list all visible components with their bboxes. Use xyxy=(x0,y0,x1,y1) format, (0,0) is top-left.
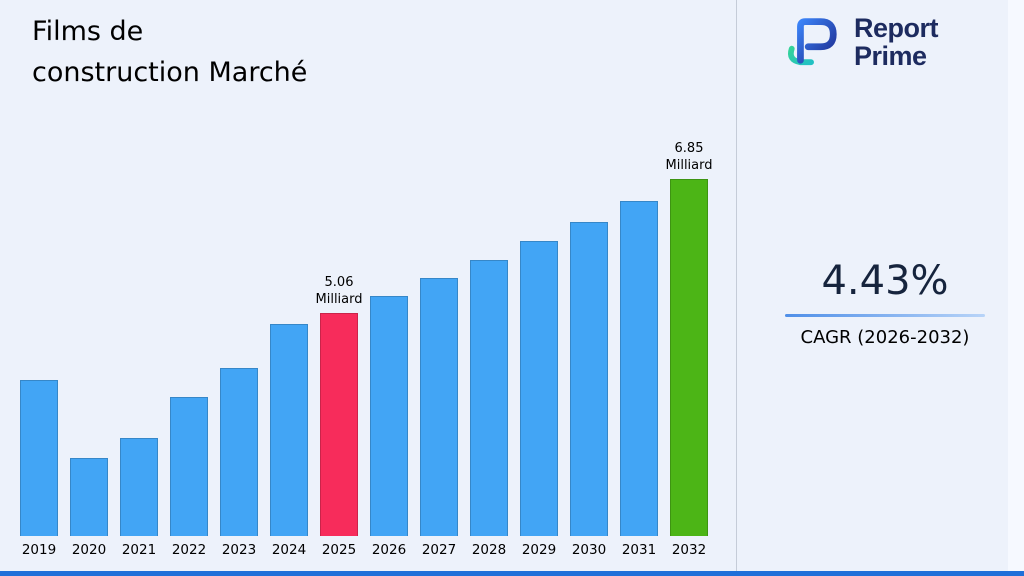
bottom-accent-strip xyxy=(0,571,1024,576)
x-tick-label-2025: 2025 xyxy=(321,542,357,558)
bar-2030 xyxy=(570,222,608,536)
x-tick-label-2032: 2032 xyxy=(671,542,707,558)
bar-column-2024: 2024 xyxy=(264,320,314,558)
brand-logo: Report Prime xyxy=(782,12,939,72)
report-prime-logo-icon xyxy=(782,12,844,72)
x-tick-label-2028: 2028 xyxy=(471,542,507,558)
bar-column-2031: 2031 xyxy=(614,197,664,558)
bar-column-2032: 6.85 Milliard 2032 xyxy=(664,141,714,558)
bar-column-2029: 2029 xyxy=(514,237,564,558)
bar-2020 xyxy=(70,458,108,536)
bar-column-2020: 2020 xyxy=(64,454,114,558)
bar-column-2026: 2026 xyxy=(364,292,414,558)
x-tick-label-2021: 2021 xyxy=(121,542,157,558)
cagr-underline xyxy=(785,314,985,317)
bar-column-2019: 2019 xyxy=(14,376,64,558)
vertical-divider xyxy=(736,0,737,576)
bar-2021 xyxy=(120,438,158,536)
cagr-label: CAGR (2026-2032) xyxy=(800,327,970,348)
x-tick-label-2024: 2024 xyxy=(271,542,307,558)
bar-column-2023: 2023 xyxy=(214,364,264,558)
x-tick-label-2031: 2031 xyxy=(621,542,657,558)
x-tick-label-2026: 2026 xyxy=(371,542,407,558)
bar-2022 xyxy=(170,397,208,536)
x-tick-label-2027: 2027 xyxy=(421,542,457,558)
bar-column-2025: 5.06 Milliard 2025 xyxy=(314,275,364,558)
bar-chart: 2019 2020 2021 2022 2023 2024 5.06 Milliard 202… xyxy=(14,141,714,558)
bar-2024 xyxy=(270,324,308,536)
bar-column-2022: 2022 xyxy=(164,393,214,558)
x-tick-label-2030: 2030 xyxy=(571,542,607,558)
cagr-value: 4.43% xyxy=(821,258,949,304)
bar-2023 xyxy=(220,368,258,536)
bar-column-2028: 2028 xyxy=(464,256,514,558)
bar-2026 xyxy=(370,296,408,536)
bar-column-2027: 2027 xyxy=(414,274,464,558)
x-tick-label-2022: 2022 xyxy=(171,542,207,558)
bar-2027 xyxy=(420,278,458,536)
brand-name: Report Prime xyxy=(854,12,939,71)
bar-2025 xyxy=(320,313,358,536)
chart-title: Films de construction Marché xyxy=(32,16,308,88)
bar-column-2021: 2021 xyxy=(114,434,164,558)
x-tick-label-2029: 2029 xyxy=(521,542,557,558)
bar-2028 xyxy=(470,260,508,536)
x-tick-label-2020: 2020 xyxy=(71,542,107,558)
brand-name-line2: Prime xyxy=(854,41,927,71)
bar-2029 xyxy=(520,241,558,536)
bar-value-label-2032: 6.85 Milliard xyxy=(665,141,713,174)
bar-2019 xyxy=(20,380,58,536)
bar-column-2030: 2030 xyxy=(564,218,614,558)
bar-2032 xyxy=(670,179,708,536)
cagr-block: 4.43% CAGR (2026-2032) xyxy=(760,258,1010,348)
x-tick-label-2019: 2019 xyxy=(21,542,57,558)
bar-value-label-2025: 5.06 Milliard xyxy=(315,275,363,308)
x-tick-label-2023: 2023 xyxy=(221,542,257,558)
right-edge-strip xyxy=(1008,0,1024,576)
brand-name-line1: Report xyxy=(854,12,939,43)
bar-2031 xyxy=(620,201,658,536)
